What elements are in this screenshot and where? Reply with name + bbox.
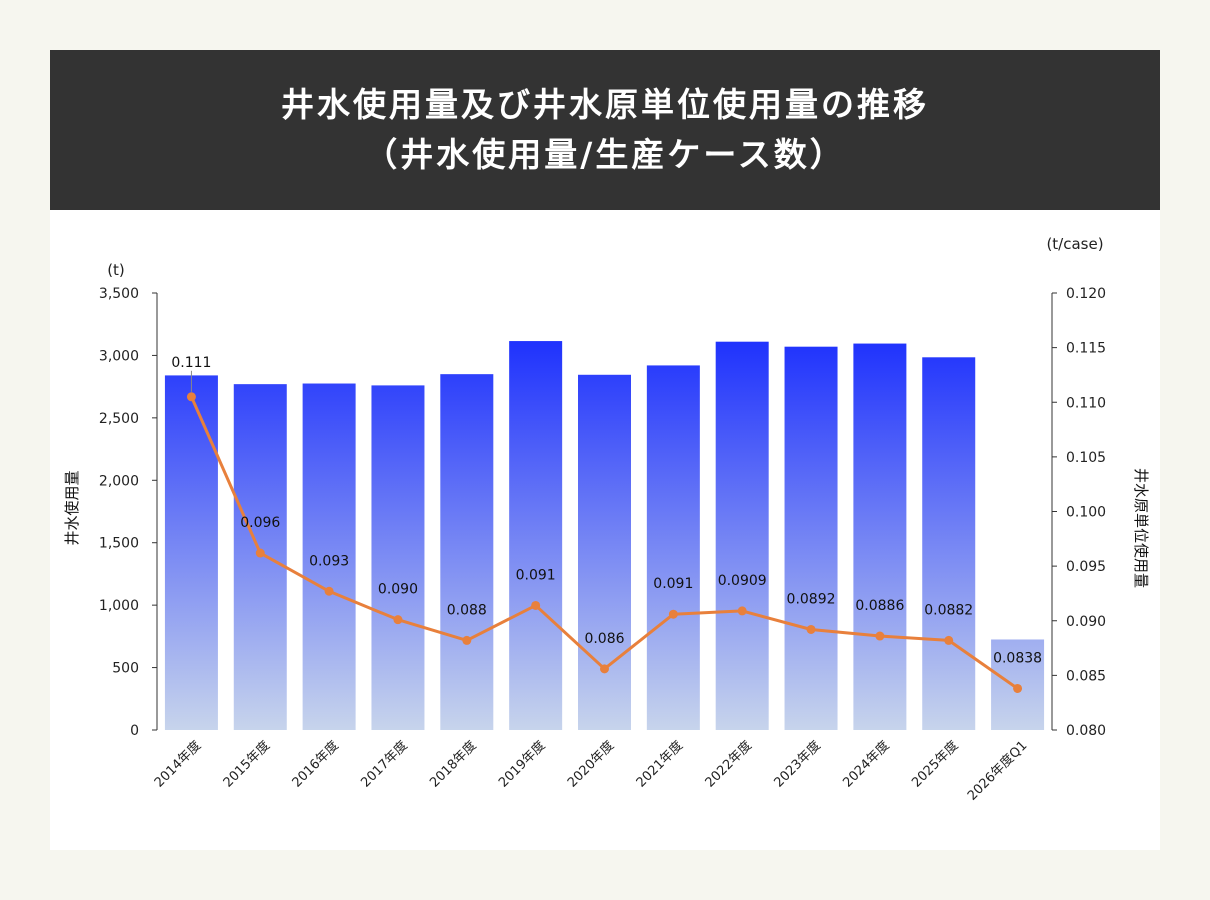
- data-label: 0.0909: [718, 573, 767, 589]
- line-point: [668, 609, 678, 619]
- left-tick-label: 3,000: [99, 348, 139, 364]
- data-label: 0.0882: [924, 602, 973, 618]
- data-label: 0.0892: [787, 591, 836, 607]
- category-label: 2018年度: [427, 738, 480, 791]
- category-label: 2023年度: [771, 738, 824, 791]
- category-label: 2017年度: [358, 738, 411, 791]
- bar: [509, 341, 563, 730]
- chart-subtitle: （井水使用量/生産ケース数）: [364, 135, 846, 174]
- right-tick-label: 0.110: [1066, 395, 1106, 411]
- data-label: 0.086: [584, 631, 624, 647]
- right-tick-label: 0.080: [1066, 723, 1106, 739]
- category-label: 2022年度: [702, 738, 755, 791]
- line-point: [806, 624, 816, 634]
- category-label: 2025年度: [908, 738, 961, 791]
- category-label: 2016年度: [289, 738, 342, 791]
- line-point: [255, 548, 265, 558]
- category-label: 2026年度Q1: [964, 738, 1030, 804]
- category-label: 2024年度: [840, 738, 893, 791]
- data-label: 0.088: [447, 602, 487, 618]
- line-point: [462, 635, 472, 645]
- left-tick-label: 2,000: [99, 473, 139, 489]
- bar: [578, 374, 631, 730]
- left-tick-label: 1,000: [99, 598, 139, 614]
- data-label: 0.091: [516, 567, 556, 583]
- data-label: 0.111: [171, 355, 211, 371]
- left-tick-label: 3,500: [99, 286, 139, 302]
- category-label: 2021年度: [633, 738, 686, 791]
- category-label: 2015年度: [220, 738, 273, 791]
- category-label: 2020年度: [564, 738, 617, 791]
- category-label: 2019年度: [495, 738, 548, 791]
- line-point: [531, 600, 541, 610]
- bar: [371, 385, 425, 730]
- line-point: [737, 606, 747, 616]
- line-point: [600, 664, 609, 674]
- left-tick-label: 500: [112, 661, 139, 677]
- bar: [922, 357, 976, 730]
- left-tick-label: 1,500: [99, 536, 139, 552]
- data-label: 0.093: [309, 553, 349, 569]
- data-label: 0.090: [378, 582, 418, 598]
- right-tick-label: 0.085: [1066, 668, 1106, 684]
- right-tick-label: 0.090: [1066, 614, 1106, 630]
- data-label: 0.0886: [855, 598, 904, 614]
- left-axis-unit: (t): [107, 261, 125, 279]
- right-tick-label: 0.120: [1066, 286, 1106, 302]
- right-axis-unit: (t/case): [1046, 235, 1103, 253]
- right-tick-label: 0.100: [1066, 505, 1106, 521]
- bar: [646, 365, 700, 730]
- left-tick-label: 0: [130, 723, 139, 739]
- bar: [302, 383, 356, 730]
- data-label: 0.091: [653, 576, 693, 592]
- line-point: [324, 586, 334, 596]
- right-axis-title: 井水原単位使用量: [1132, 468, 1150, 588]
- bar: [853, 343, 907, 730]
- line-point: [1013, 683, 1023, 693]
- title-banner: 井水使用量及び井水原単位使用量の推移 （井水使用量/生産ケース数）: [50, 50, 1160, 210]
- bar: [164, 375, 218, 730]
- chart-title: 井水使用量及び井水原単位使用量の推移: [281, 85, 929, 124]
- right-tick-label: 0.105: [1066, 450, 1106, 466]
- line-point: [186, 392, 196, 402]
- bar: [440, 374, 494, 730]
- data-label: 0.096: [240, 515, 280, 531]
- data-label: 0.0838: [993, 650, 1042, 666]
- bar: [784, 346, 838, 730]
- left-axis-title: 井水使用量: [63, 470, 81, 545]
- right-tick-label: 0.115: [1066, 341, 1106, 357]
- category-label: 2014年度: [151, 738, 204, 791]
- line-point: [875, 631, 885, 641]
- right-tick-label: 0.095: [1066, 559, 1106, 575]
- bar: [715, 341, 769, 730]
- line-point: [393, 615, 403, 625]
- line-point: [944, 635, 954, 645]
- left-tick-label: 2,500: [99, 411, 139, 427]
